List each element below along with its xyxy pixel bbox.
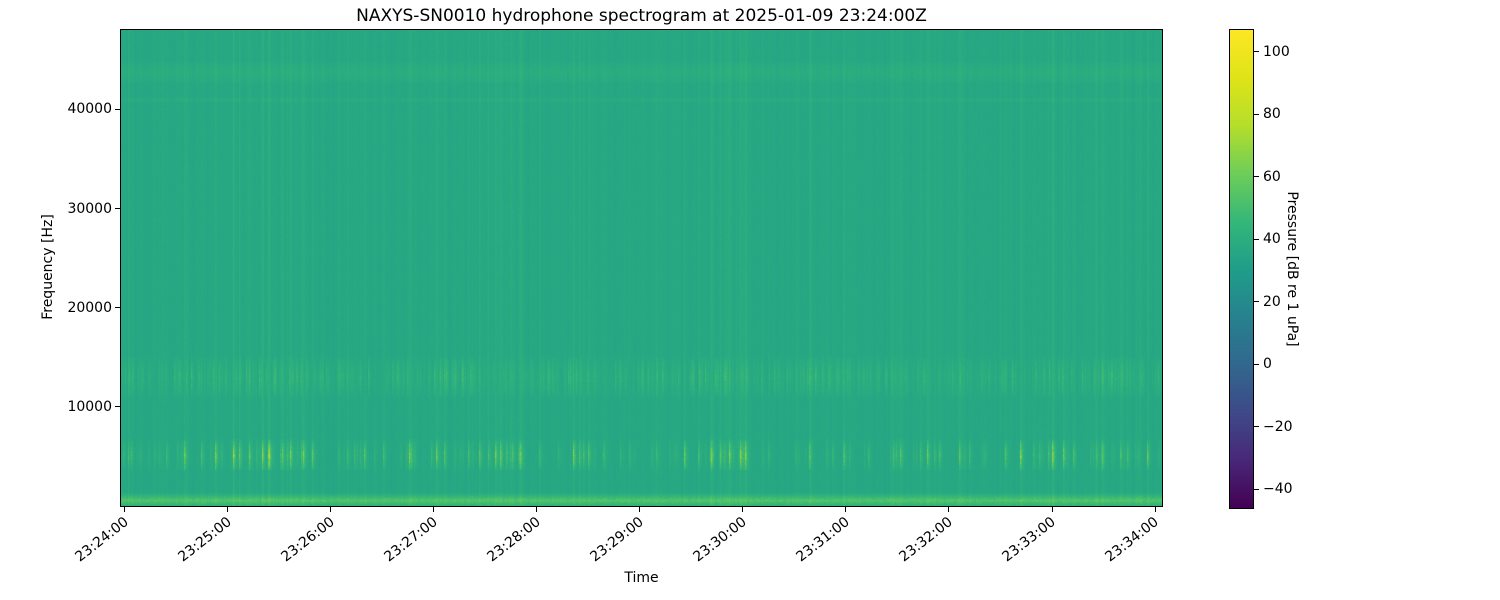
x-axis-label: Time [624,570,659,586]
colorbar-tick-label: 0 [1263,356,1272,373]
x-tick-mark [123,507,125,512]
x-tick-label-text: 23:33:00 [999,514,1059,566]
spectrogram-canvas [121,30,1162,506]
x-tick-mark [536,507,538,512]
colorbar-tick-mark [1254,51,1259,53]
colorbar-tick-label: −20 [1263,418,1293,435]
x-tick-label-text: 23:27:00 [381,514,441,566]
x-tick-label-text: 23:34:00 [1102,514,1162,566]
colorbar-tick-label: −40 [1263,481,1293,498]
x-tick-label-text: 23:32:00 [896,514,956,566]
x-tick-mark [845,507,847,512]
x-tick-mark [227,507,228,512]
x-tick-mark [639,507,641,512]
colorbar-tick-mark [1254,363,1259,365]
x-tick-label-text: 23:28:00 [484,514,544,566]
x-tick-label-text: 23:31:00 [793,514,853,566]
colorbar-tick-label: 60 [1263,168,1281,185]
colorbar-label: Pressure [dB re 1 uPa] [1284,191,1300,347]
colorbar-tick-mark [1254,113,1259,115]
colorbar [1229,29,1254,509]
x-tick-mark [1051,507,1053,512]
x-tick-label-text: 23:29:00 [587,514,647,566]
colorbar-tick-label: 80 [1263,106,1281,123]
y-axis-label: Frequency [Hz] [40,214,56,320]
x-tick-mark [948,507,950,512]
x-tick-mark [1154,507,1156,512]
colorbar-tick-mark [1254,488,1259,490]
x-tick-label-text: 23:30:00 [690,514,750,566]
colorbar-tick-mark [1254,426,1259,428]
x-tick-label-text: 23:24:00 [71,514,132,566]
y-tick-label: 40000 [67,101,112,118]
colorbar-tick-mark [1254,301,1259,303]
y-tick-label: 20000 [67,299,112,316]
x-tick-label-text: 23:25:00 [174,514,235,566]
x-tick-label-text: 23:26:00 [278,514,338,566]
y-tick-label: 10000 [67,398,112,415]
spectrogram-plot-area [120,29,1163,507]
colorbar-tick-label: 40 [1263,231,1281,248]
colorbar-tick-mark [1254,176,1259,178]
colorbar-gradient-canvas [1230,30,1253,508]
colorbar-tick-mark [1254,238,1259,240]
x-tick-mark [742,507,744,512]
colorbar-tick-label: 20 [1263,293,1281,310]
x-tick-mark [433,507,435,512]
y-tick-label: 30000 [67,200,112,217]
chart-title: NAXYS-SN0010 hydrophone spectrogram at 2… [356,6,927,26]
x-tick-mark [330,507,332,512]
colorbar-tick-label: 100 [1263,43,1290,60]
